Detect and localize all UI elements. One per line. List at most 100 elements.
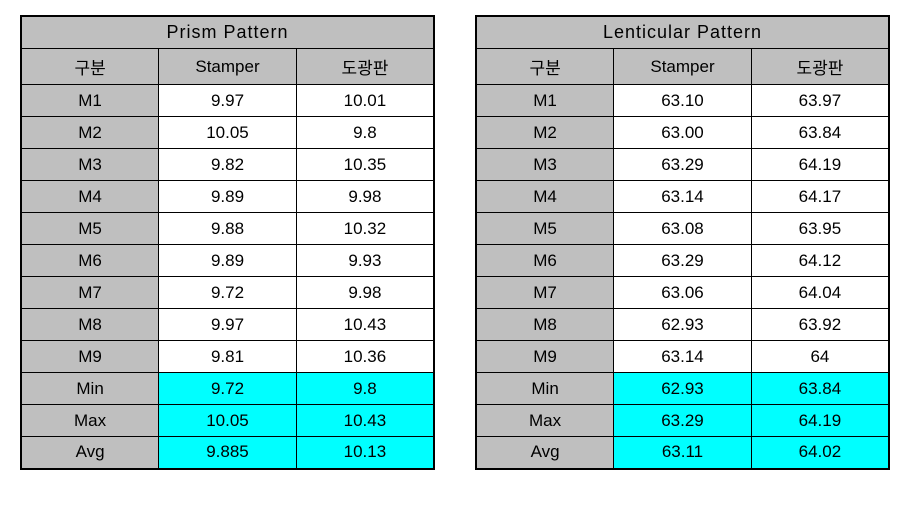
dogwang-value: 9.93 xyxy=(296,245,434,277)
stamper-value: 63.10 xyxy=(614,85,752,117)
table-body-0: M19.9710.01M210.059.8M39.8210.35M49.899.… xyxy=(21,85,434,469)
row-label: M5 xyxy=(476,213,614,245)
dogwang-value: 10.43 xyxy=(296,405,434,437)
lenticular-pattern-table: Lenticular Pattern 구분 Stamper 도광판 M163.1… xyxy=(475,15,890,470)
dogwang-value: 64.19 xyxy=(751,149,889,181)
dogwang-value: 64 xyxy=(751,341,889,373)
dogwang-value: 10.35 xyxy=(296,149,434,181)
row-label: Min xyxy=(21,373,159,405)
table-header-row: 구분 Stamper 도광판 xyxy=(21,49,434,85)
table-row: Min62.9363.84 xyxy=(476,373,889,405)
table-row: Max10.0510.43 xyxy=(21,405,434,437)
col-header: 도광판 xyxy=(296,49,434,85)
stamper-value: 63.06 xyxy=(614,277,752,309)
row-label: M9 xyxy=(476,341,614,373)
stamper-value: 9.89 xyxy=(159,181,297,213)
dogwang-value: 64.17 xyxy=(751,181,889,213)
dogwang-value: 9.8 xyxy=(296,373,434,405)
dogwang-value: 64.04 xyxy=(751,277,889,309)
dogwang-value: 9.98 xyxy=(296,181,434,213)
table-title: Lenticular Pattern xyxy=(476,16,889,49)
stamper-value: 10.05 xyxy=(159,117,297,149)
table-row: Avg9.88510.13 xyxy=(21,437,434,469)
table-row: M963.1464 xyxy=(476,341,889,373)
dogwang-value: 64.12 xyxy=(751,245,889,277)
stamper-value: 9.97 xyxy=(159,85,297,117)
row-label: M1 xyxy=(476,85,614,117)
col-header: 구분 xyxy=(476,49,614,85)
dogwang-value: 64.19 xyxy=(751,405,889,437)
table-row: Min9.729.8 xyxy=(21,373,434,405)
stamper-value: 63.08 xyxy=(614,213,752,245)
table-row: M663.2964.12 xyxy=(476,245,889,277)
dogwang-value: 63.84 xyxy=(751,373,889,405)
table-row: M49.899.98 xyxy=(21,181,434,213)
stamper-value: 62.93 xyxy=(614,309,752,341)
stamper-value: 9.72 xyxy=(159,277,297,309)
dogwang-value: 10.43 xyxy=(296,309,434,341)
table-title-row: Prism Pattern xyxy=(21,16,434,49)
table-row: M263.0063.84 xyxy=(476,117,889,149)
col-header: Stamper xyxy=(614,49,752,85)
stamper-value: 63.14 xyxy=(614,341,752,373)
stamper-value: 63.14 xyxy=(614,181,752,213)
stamper-value: 9.72 xyxy=(159,373,297,405)
dogwang-value: 9.98 xyxy=(296,277,434,309)
table-row: M163.1063.97 xyxy=(476,85,889,117)
dogwang-value: 10.13 xyxy=(296,437,434,469)
prism-pattern-table: Prism Pattern 구분 Stamper 도광판 M19.9710.01… xyxy=(20,15,435,470)
row-label: M2 xyxy=(21,117,159,149)
table-body-1: M163.1063.97M263.0063.84M363.2964.19M463… xyxy=(476,85,889,469)
stamper-value: 63.29 xyxy=(614,149,752,181)
row-label: Avg xyxy=(21,437,159,469)
stamper-value: 9.88 xyxy=(159,213,297,245)
table-row: Avg63.1164.02 xyxy=(476,437,889,469)
dogwang-value: 63.84 xyxy=(751,117,889,149)
row-label: M7 xyxy=(21,277,159,309)
table-row: Max63.2964.19 xyxy=(476,405,889,437)
dogwang-value: 63.95 xyxy=(751,213,889,245)
row-label: M2 xyxy=(476,117,614,149)
col-header: Stamper xyxy=(159,49,297,85)
table-row: M39.8210.35 xyxy=(21,149,434,181)
dogwang-value: 10.01 xyxy=(296,85,434,117)
stamper-value: 9.89 xyxy=(159,245,297,277)
row-label: M7 xyxy=(476,277,614,309)
stamper-value: 63.29 xyxy=(614,405,752,437)
table-row: M763.0664.04 xyxy=(476,277,889,309)
row-label: Max xyxy=(476,405,614,437)
row-label: M6 xyxy=(21,245,159,277)
row-label: M9 xyxy=(21,341,159,373)
stamper-value: 62.93 xyxy=(614,373,752,405)
stamper-value: 10.05 xyxy=(159,405,297,437)
row-label: M6 xyxy=(476,245,614,277)
dogwang-value: 10.32 xyxy=(296,213,434,245)
row-label: Min xyxy=(476,373,614,405)
table-header-row: 구분 Stamper 도광판 xyxy=(476,49,889,85)
stamper-value: 9.97 xyxy=(159,309,297,341)
table-title-row: Lenticular Pattern xyxy=(476,16,889,49)
stamper-value: 63.29 xyxy=(614,245,752,277)
table-row: M210.059.8 xyxy=(21,117,434,149)
dogwang-value: 63.97 xyxy=(751,85,889,117)
table-title: Prism Pattern xyxy=(21,16,434,49)
stamper-value: 9.81 xyxy=(159,341,297,373)
row-label: M8 xyxy=(476,309,614,341)
row-label: M3 xyxy=(21,149,159,181)
row-label: Avg xyxy=(476,437,614,469)
table-row: M69.899.93 xyxy=(21,245,434,277)
table-row: M59.8810.32 xyxy=(21,213,434,245)
row-label: M3 xyxy=(476,149,614,181)
col-header: 구분 xyxy=(21,49,159,85)
table-row: M79.729.98 xyxy=(21,277,434,309)
dogwang-value: 9.8 xyxy=(296,117,434,149)
dogwang-value: 10.36 xyxy=(296,341,434,373)
table-row: M862.9363.92 xyxy=(476,309,889,341)
row-label: M8 xyxy=(21,309,159,341)
dogwang-value: 63.92 xyxy=(751,309,889,341)
table-row: M99.8110.36 xyxy=(21,341,434,373)
row-label: M1 xyxy=(21,85,159,117)
stamper-value: 9.82 xyxy=(159,149,297,181)
table-row: M89.9710.43 xyxy=(21,309,434,341)
row-label: M5 xyxy=(21,213,159,245)
